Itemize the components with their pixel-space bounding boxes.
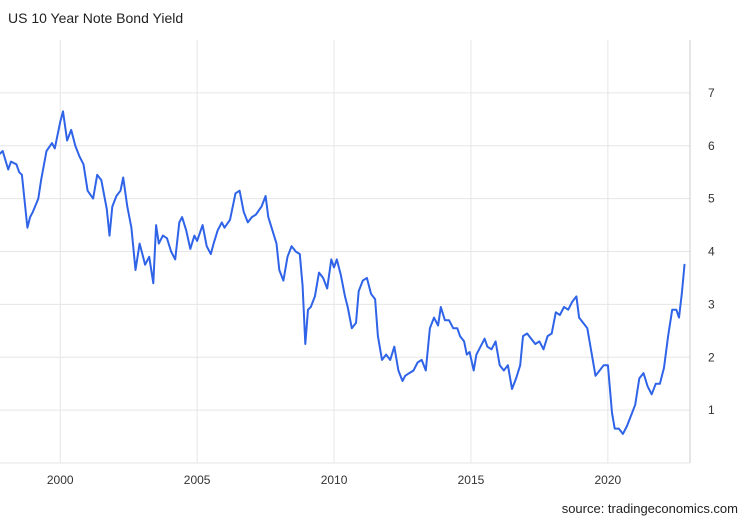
chart-title: US 10 Year Note Bond Yield <box>8 10 184 26</box>
y-tick-label: 2 <box>708 350 715 364</box>
x-tick-label: 2015 <box>458 473 485 487</box>
source-label: source: tradingeconomics.com <box>561 501 738 516</box>
x-tick-label: 2010 <box>321 473 348 487</box>
y-tick-label: 4 <box>708 245 715 259</box>
y-tick-label: 7 <box>708 86 715 100</box>
y-tick-label: 6 <box>708 139 715 153</box>
yield-line <box>0 110 686 435</box>
x-tick-label: 2000 <box>47 473 74 487</box>
y-axis-ticks: 1 2 3 4 5 6 7 <box>708 86 715 417</box>
x-tick-label: 2020 <box>595 473 622 487</box>
x-axis-ticks: 2000 2005 2010 2015 2020 <box>47 473 622 487</box>
y-tick-label: 1 <box>708 403 715 417</box>
grid-lines <box>0 40 691 464</box>
y-tick-label: 5 <box>708 192 715 206</box>
y-tick-label: 3 <box>708 297 715 311</box>
x-tick-label: 2005 <box>184 473 211 487</box>
